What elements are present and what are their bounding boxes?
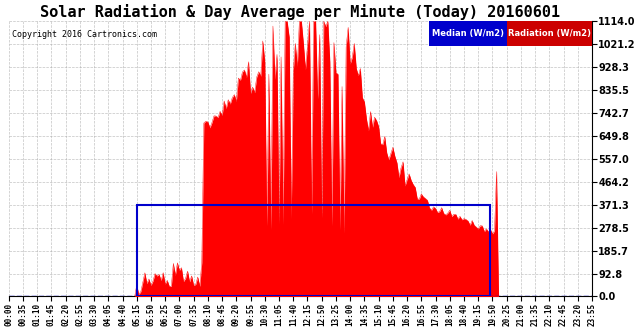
FancyBboxPatch shape: [508, 21, 592, 46]
Text: Median (W/m2): Median (W/m2): [432, 29, 504, 38]
Bar: [137, 205, 490, 296]
Text: Radiation (W/m2): Radiation (W/m2): [508, 29, 591, 38]
Text: Copyright 2016 Cartronics.com: Copyright 2016 Cartronics.com: [12, 30, 157, 39]
FancyBboxPatch shape: [429, 21, 508, 46]
Title: Solar Radiation & Day Average per Minute (Today) 20160601: Solar Radiation & Day Average per Minute…: [40, 4, 561, 20]
